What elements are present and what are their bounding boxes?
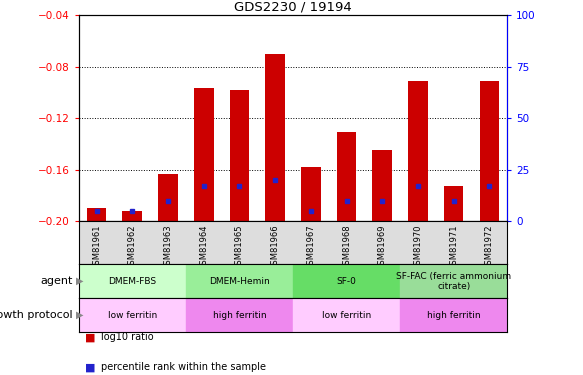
Text: GSM81970: GSM81970 [413,225,423,270]
Text: GSM81965: GSM81965 [235,225,244,270]
Text: percentile rank within the sample: percentile rank within the sample [101,363,266,372]
Bar [293,298,400,332]
Text: ▶: ▶ [76,276,84,286]
Text: GSM81961: GSM81961 [92,225,101,270]
Bar [480,81,499,221]
Bar [293,264,400,298]
Text: agent: agent [40,276,73,286]
Text: GSM81971: GSM81971 [449,225,458,270]
Bar [230,90,249,221]
Text: log10 ratio: log10 ratio [101,333,153,342]
Bar [408,81,428,221]
Bar [79,298,186,332]
Bar [122,211,142,221]
Bar [373,150,392,221]
Text: GSM81962: GSM81962 [128,225,137,270]
Text: low ferritin: low ferritin [322,310,371,320]
Text: low ferritin: low ferritin [108,310,157,320]
Bar [186,298,293,332]
Title: GDS2230 / 19194: GDS2230 / 19194 [234,1,352,14]
Text: high ferritin: high ferritin [213,310,266,320]
Bar [265,54,285,221]
Bar [400,264,507,298]
Bar [194,88,213,221]
Bar [337,132,356,221]
Text: GSM81969: GSM81969 [378,225,387,270]
Text: high ferritin: high ferritin [427,310,480,320]
Text: GSM81968: GSM81968 [342,225,351,270]
Text: growth protocol: growth protocol [0,310,73,320]
Text: ▶: ▶ [76,310,84,320]
Text: ■: ■ [85,363,95,372]
Text: SF-0: SF-0 [336,277,356,286]
Bar [87,209,106,221]
Text: ■: ■ [85,333,95,342]
Text: GSM81967: GSM81967 [306,225,315,270]
Bar [400,298,507,332]
Text: GSM81963: GSM81963 [163,225,173,270]
Bar [444,186,463,221]
Text: GSM81966: GSM81966 [271,225,280,270]
Text: SF-FAC (ferric ammonium
citrate): SF-FAC (ferric ammonium citrate) [396,272,511,291]
Text: DMEM-FBS: DMEM-FBS [108,277,156,286]
Bar [301,167,321,221]
Text: GSM81972: GSM81972 [485,225,494,270]
Bar [79,264,186,298]
Bar [186,264,293,298]
Text: DMEM-Hemin: DMEM-Hemin [209,277,270,286]
Text: GSM81964: GSM81964 [199,225,208,270]
Bar [158,174,178,221]
